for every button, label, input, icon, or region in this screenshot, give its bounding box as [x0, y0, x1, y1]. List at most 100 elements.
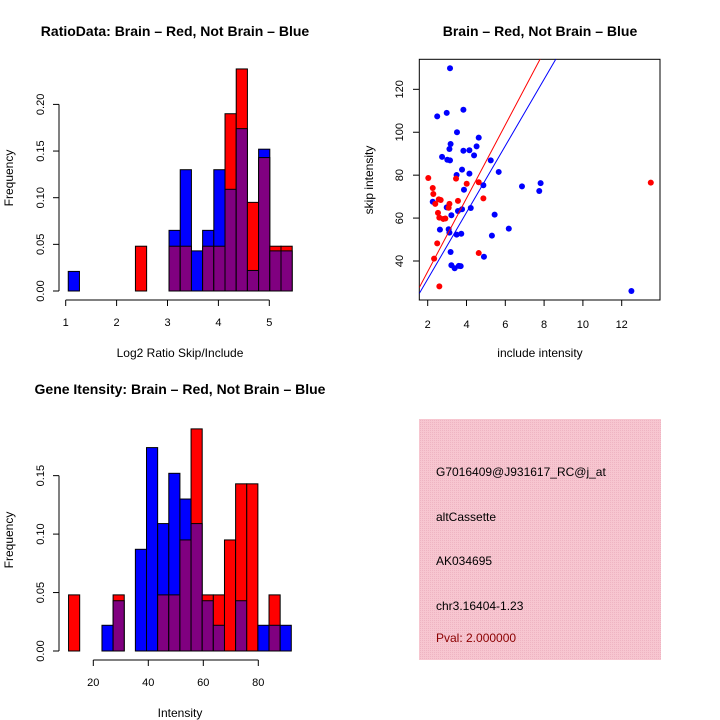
scatter-point-not-brain: [447, 157, 454, 164]
scatter-point-not-brain: [495, 168, 502, 175]
gene-histogram-ylabel: Frequency: [2, 512, 16, 569]
gene-hist-bar: [279, 624, 292, 652]
gene-hist-bar: [68, 594, 81, 652]
scatter-point-not-brain: [447, 141, 454, 148]
ratio-hist-y-tick-label: 0.10: [35, 187, 47, 208]
gene-hist-y-tick-label: 0.05: [35, 582, 47, 603]
gene-hist-y-tick-label: 0.00: [35, 640, 47, 661]
scatter-point-brain: [442, 215, 449, 222]
scatter-x-tick-label: 2: [425, 319, 431, 331]
scatter-point-not-brain: [475, 134, 482, 141]
ratio-hist-x-tick-label: 2: [114, 317, 120, 329]
gene-hist-bar: [101, 624, 114, 652]
scatter-point-not-brain: [473, 143, 480, 150]
gene-hist-y-tick-label: 0.10: [35, 523, 47, 544]
ratio-histogram-title: RatioData: Brain – Red, Not Brain – Blue: [41, 23, 310, 39]
ratio-histogram-ylabel: Frequency: [2, 150, 16, 207]
ratio-hist-x-tick-label: 3: [164, 317, 170, 329]
scatter-point-not-brain: [448, 212, 455, 219]
ratio-hist-y-tick-label: 0.20: [35, 94, 47, 115]
event-type: altCassette: [436, 510, 496, 524]
ratio-hist-y-tick-label: 0.00: [35, 280, 47, 301]
ratio-hist-overlap-bar: [224, 188, 237, 292]
scatter-y-tick-label: 40: [394, 255, 406, 267]
gene-histogram-title: Gene Itensity: Brain – Red, Not Brain – …: [35, 381, 326, 397]
scatter-y-tick-label: 60: [394, 212, 406, 224]
scatter-point-not-brain: [446, 145, 453, 152]
scatter-point-brain: [434, 209, 441, 216]
scatter-x-tick-label: 4: [463, 319, 469, 331]
scatter-point-brain: [475, 250, 482, 257]
gene-hist-y-tick-label: 0.15: [35, 465, 47, 486]
scatter-point-not-brain: [453, 129, 460, 136]
ratio-hist-bar: [134, 245, 148, 292]
scatter-point-not-brain: [439, 153, 446, 160]
ratio-histogram-xlabel: Log2 Ratio Skip/Include: [117, 346, 244, 360]
ratio-hist-overlap-bar: [258, 157, 271, 292]
regression-line-not-brain: [419, 59, 557, 294]
scatter-xlabel: include intensity: [497, 346, 582, 360]
scatter-point-brain: [475, 179, 482, 186]
scatter-point-not-brain: [467, 204, 474, 211]
scatter-y-tick-label: 100: [394, 123, 406, 141]
gene-hist-overlap-bar: [201, 600, 214, 652]
scatter-x-tick-label: 10: [577, 319, 589, 331]
scatter-point-not-brain: [459, 166, 466, 173]
scatter-point-not-brain: [505, 225, 512, 232]
ratio-hist-y-tick-label: 0.05: [35, 234, 47, 255]
probe-id: G7016409@J931617_RC@j_at: [436, 465, 606, 479]
ratio-hist-x-tick-label: 4: [215, 317, 221, 329]
ratio-hist-y-tick-label: 0.15: [35, 140, 47, 161]
ratio-hist-overlap-bar: [280, 250, 293, 292]
scatter-point-not-brain: [443, 109, 450, 116]
scatter-point-brain: [437, 197, 444, 204]
scatter-point-not-brain: [536, 188, 543, 195]
gene-hist-bar: [223, 539, 237, 652]
scatter-point-not-brain: [434, 113, 441, 120]
ratio-hist-bar: [190, 250, 204, 292]
gene-hist-overlap-bar: [157, 594, 170, 652]
scatter-point-not-brain: [436, 226, 443, 233]
gene-hist-overlap-bar: [179, 539, 192, 652]
scatter-point-brain: [453, 175, 460, 182]
ratio-hist-overlap-bar: [179, 245, 192, 292]
scatter-point-not-brain: [491, 211, 498, 218]
scatter-point-not-brain: [466, 170, 473, 177]
gene-hist-x-tick-label: 40: [142, 677, 154, 689]
scatter-point-brain: [429, 185, 436, 192]
scatter-y-tick-label: 120: [394, 80, 406, 98]
scatter-point-not-brain: [460, 147, 467, 154]
ratio-hist-overlap-bar: [213, 245, 226, 292]
ratio-histogram: RatioData: Brain – Red, Not Brain – Blue…: [2, 23, 309, 360]
info-panel-background: [419, 419, 661, 660]
gene-hist-overlap-bar: [168, 594, 181, 652]
gene-hist-overlap-bar: [112, 600, 125, 652]
scatter-point-not-brain: [537, 180, 544, 187]
scatter-point-brain: [463, 180, 470, 187]
scatter-x-tick-label: 8: [541, 319, 547, 331]
ratio-hist-overlap-bar: [269, 250, 282, 292]
gene-hist-x-tick-label: 60: [197, 677, 209, 689]
gene-intensity-histogram: Gene Itensity: Brain – Red, Not Brain – …: [2, 381, 326, 720]
gene-hist-bar: [246, 483, 259, 652]
regression-line-brain: [419, 59, 541, 288]
scatter-x-tick-label: 12: [616, 319, 628, 331]
gene-hist-x-tick-label: 80: [252, 677, 264, 689]
scatter-x-tick-label: 6: [502, 319, 508, 331]
gene-hist-bar: [134, 548, 148, 652]
scatter-point-not-brain: [447, 248, 454, 255]
gene-hist-bar: [146, 447, 159, 652]
scatter-point-brain: [436, 283, 443, 290]
scatter-point-not-brain: [458, 230, 465, 237]
scatter-point-not-brain: [460, 186, 467, 193]
scatter-point-brain: [425, 174, 432, 181]
gene-hist-overlap-bar: [190, 523, 203, 652]
scatter-point-not-brain: [457, 263, 464, 270]
scatter-point-brain: [647, 179, 654, 186]
intensity-scatter: Brain – Red, Not Brain – Blue include in…: [362, 23, 661, 360]
scatter-point-brain: [454, 197, 461, 204]
scatter-point-not-brain: [518, 183, 525, 190]
ratio-hist-overlap-bar: [202, 245, 215, 292]
scatter-point-not-brain: [488, 232, 495, 239]
